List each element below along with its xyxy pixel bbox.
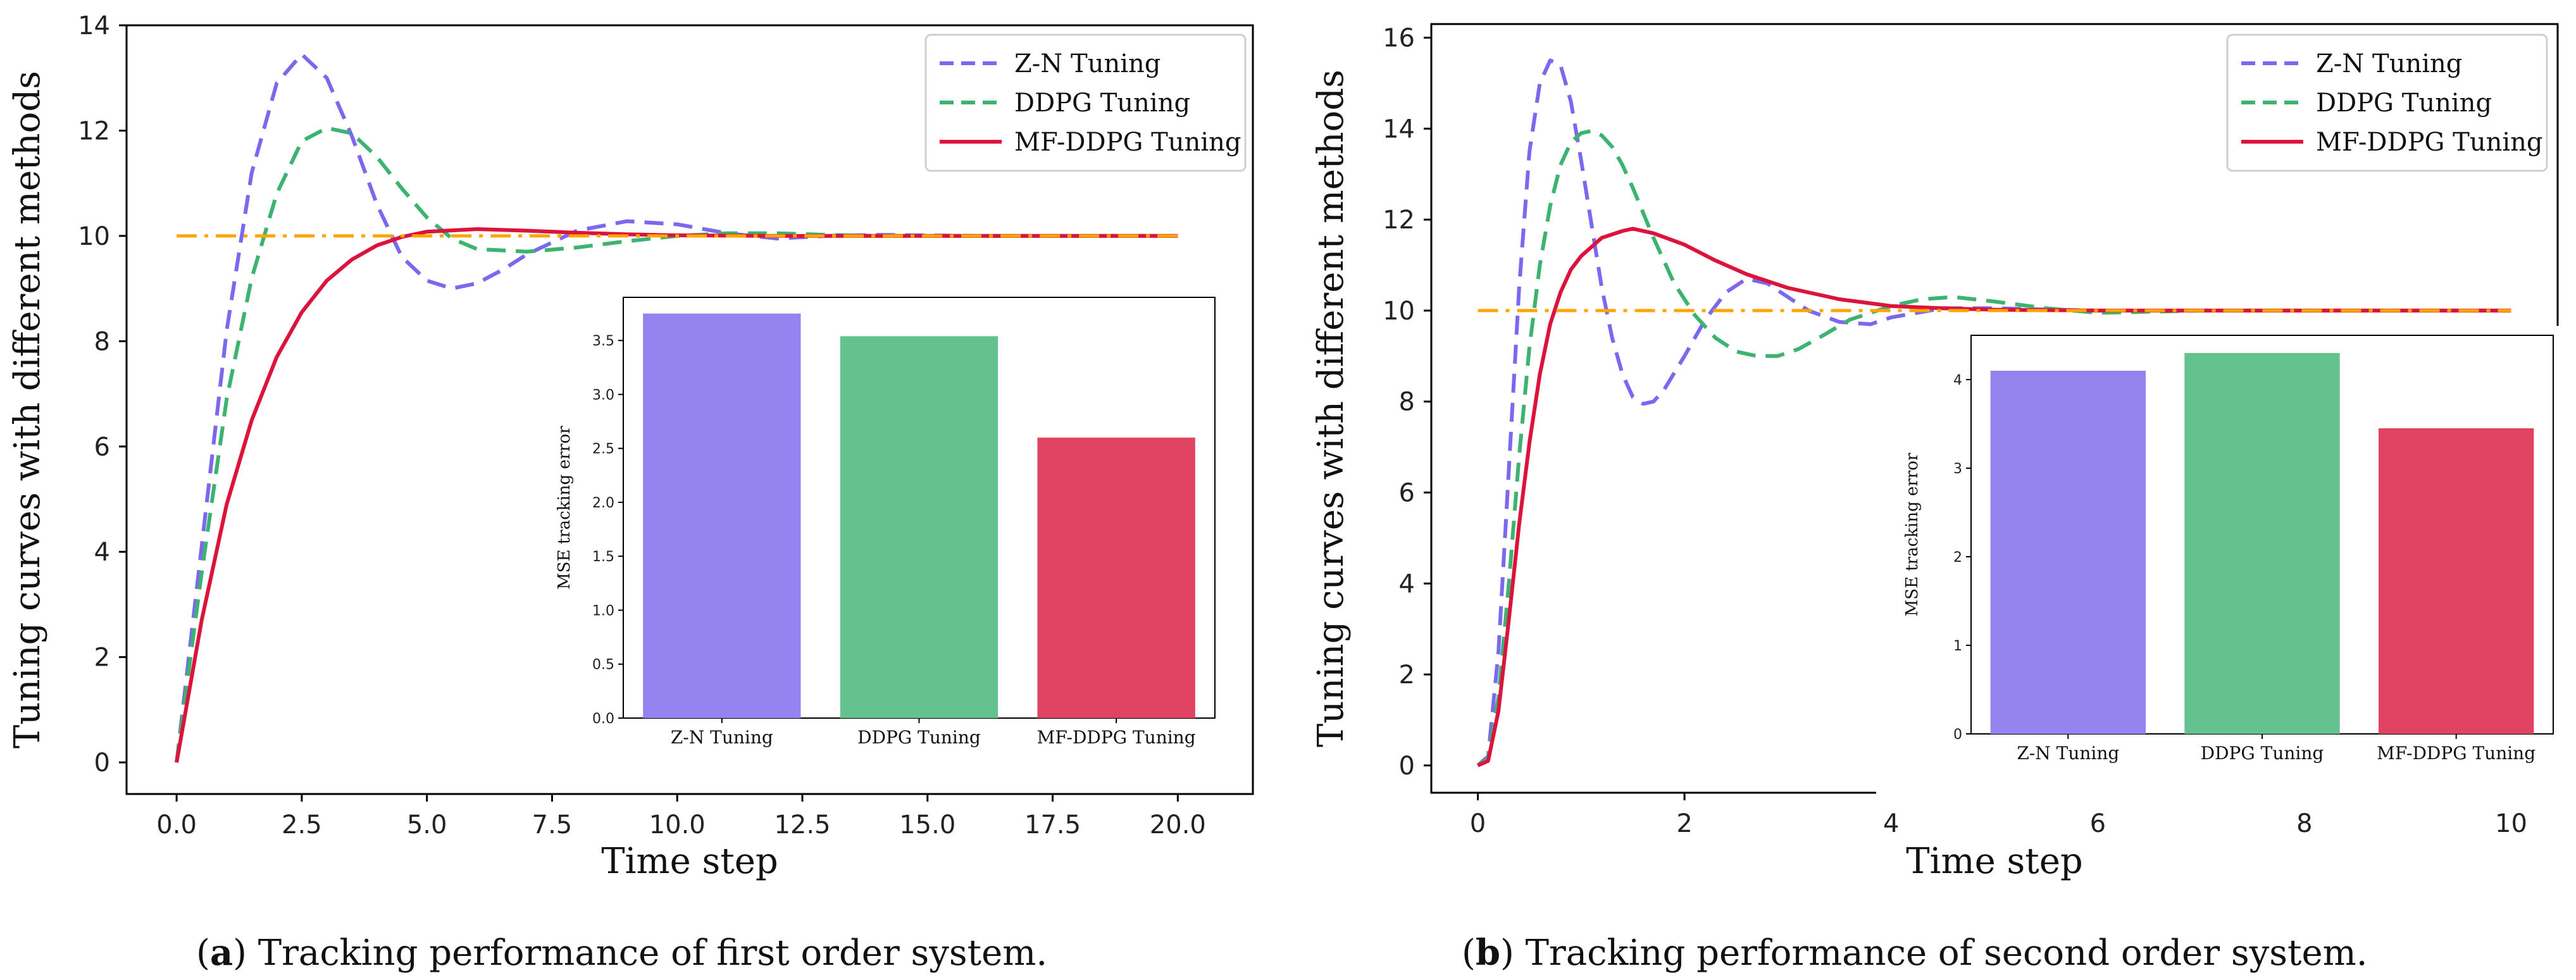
legend-label: Z-N Tuning <box>1014 49 1160 78</box>
x-axis-label: Time step <box>1906 841 2083 882</box>
inset-y-tick-label: 3.5 <box>592 333 614 349</box>
panel-a-chart: 0.0 2.5 5.0 7.5 10.0 12.5 15.0 17.5 20.0 0 2 4 6 8 10 1… <box>7 11 1254 882</box>
inset-x-tick-label: Z-N Tuning <box>671 727 773 748</box>
caption-a-label: a <box>210 932 233 974</box>
x-tick-label: 2.5 <box>282 810 322 840</box>
y-tick-label: 6 <box>94 433 110 462</box>
inset-y-tick-label: 2 <box>1953 550 1962 566</box>
y-tick-label: 16 <box>1383 24 1415 53</box>
y-tick-label: 6 <box>1399 479 1415 508</box>
x-tick-label: 8 <box>2296 809 2312 838</box>
inset-y-tick-label: 1 <box>1953 638 1962 654</box>
legend-label: MF-DDPG Tuning <box>2316 128 2543 157</box>
x-tick-label: 5.0 <box>407 810 447 840</box>
inset-y-tick-label: 1.5 <box>592 549 614 565</box>
x-tick-label: 10.0 <box>649 810 706 840</box>
inset-bar <box>840 336 999 718</box>
x-tick-label: 7.5 <box>532 810 573 840</box>
inset-bar <box>2379 428 2534 734</box>
x-axis-label: Time step <box>601 841 778 882</box>
inset-y-axis-label: MSE tracking error <box>555 426 574 590</box>
inset-y-tick-label: 0 <box>1953 727 1962 743</box>
y-tick-label: 0 <box>94 748 110 778</box>
legend-box <box>924 34 1247 172</box>
x-tick-label: 17.5 <box>1024 810 1081 840</box>
y-tick-label: 10 <box>1383 297 1415 326</box>
x-tick-label: 2 <box>1676 809 1692 838</box>
caption-b-label: b <box>1476 932 1500 974</box>
y-tick-label: 4 <box>94 538 110 567</box>
inset-y-tick-label: 1.0 <box>592 603 614 619</box>
legend-label: DDPG Tuning <box>2316 89 2492 118</box>
plot-frame <box>125 24 1254 795</box>
inset-bar <box>2184 353 2340 734</box>
x-tick-label: 20.0 <box>1150 810 1206 840</box>
y-axis-label: Tuning curves with different methods <box>7 71 48 748</box>
x-tick-label: 15.0 <box>899 810 955 840</box>
inset-y-tick-label: 4 <box>1953 373 1962 388</box>
y-tick-label: 8 <box>94 327 110 356</box>
caption-a-text: ) Tracking performance of first order sy… <box>233 933 1047 974</box>
legend-label: MF-DDPG Tuning <box>1014 128 1241 157</box>
y-tick-label: 4 <box>1399 569 1415 599</box>
y-tick-label: 2 <box>1399 661 1415 690</box>
y-tick-label: 10 <box>78 222 110 251</box>
inset-bar <box>1990 371 2146 734</box>
caption-a: (a) Tracking performance of first order … <box>196 932 1047 974</box>
inset-x-tick-label: Z-N Tuning <box>2017 743 2119 764</box>
y-tick-label: 0 <box>1399 752 1415 781</box>
y-axis-label: Tuning curves with different methods <box>1310 70 1352 747</box>
inset-y-tick-label: 3 <box>1953 461 1962 477</box>
x-tick-label: 0.0 <box>156 810 197 840</box>
x-tick-label: 6 <box>2090 809 2106 838</box>
inset-x-tick-label: DDPG Tuning <box>2201 743 2324 764</box>
inset-y-tick-label: 0.0 <box>592 711 614 727</box>
x-tick-label: 10 <box>2495 809 2527 838</box>
legend-box <box>2226 34 2548 172</box>
y-tick-label: 14 <box>1383 115 1415 144</box>
y-tick-label: 12 <box>1383 206 1415 235</box>
inset-y-tick-label: 2.0 <box>592 495 614 511</box>
inset-x-tick-label: DDPG Tuning <box>857 727 981 748</box>
y-tick-label: 14 <box>78 11 110 40</box>
inset-x-tick-label: MF-DDPG Tuning <box>1037 727 1196 748</box>
x-tick-label: 0 <box>1470 809 1486 838</box>
inset-bar <box>643 313 801 719</box>
legend-label: DDPG Tuning <box>1014 89 1190 118</box>
inset-y-tick-label: 3.0 <box>592 387 614 403</box>
y-tick-label: 8 <box>1399 388 1415 417</box>
inset-y-axis-label: MSE tracking error <box>1903 452 1922 616</box>
inset-y-tick-label: 2.5 <box>592 442 614 457</box>
inset-x-tick-label: MF-DDPG Tuning <box>2377 743 2536 764</box>
x-tick-label: 4 <box>1883 809 1899 838</box>
y-tick-label: 2 <box>94 643 110 673</box>
caption-b: (b) Tracking performance of second order… <box>1462 932 2368 974</box>
inset-y-tick-label: 0.5 <box>592 657 614 673</box>
legend-label: Z-N Tuning <box>2316 49 2462 78</box>
series-line-ddpg-tuning <box>1476 128 2511 767</box>
y-tick-label: 12 <box>78 116 110 146</box>
inset-bar <box>1037 437 1195 718</box>
caption-b-text: ) Tracking performance of second order s… <box>1500 933 2368 974</box>
x-tick-label: 12.5 <box>774 810 830 840</box>
